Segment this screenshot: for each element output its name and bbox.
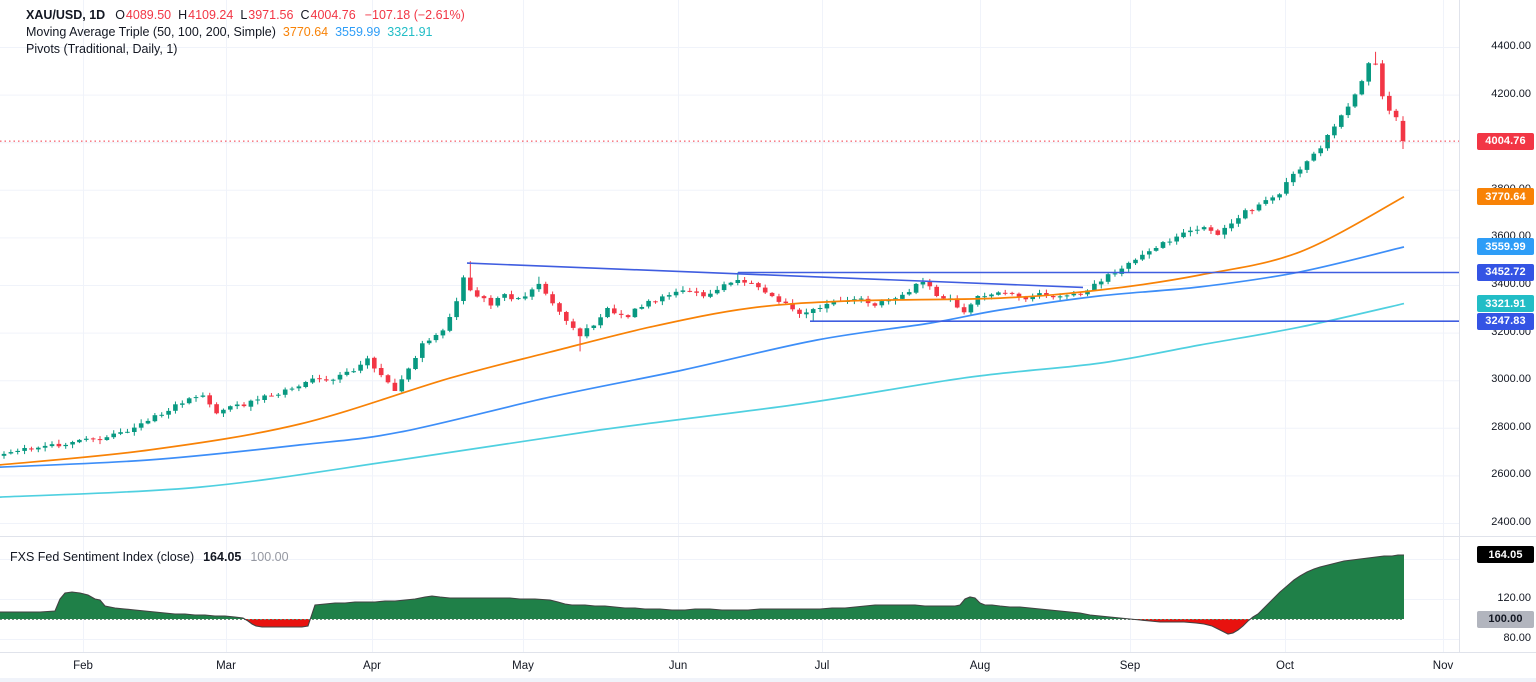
ohlc-values: O4089.50 H4109.24 L3971.56 C4004.76	[115, 8, 363, 22]
pivot-trendline[interactable]	[466, 262, 1084, 289]
ma100-line[interactable]	[0, 246, 1405, 468]
chart-canvas[interactable]	[0, 0, 1459, 652]
ma-values: 3770.64 3559.99 3321.91	[276, 25, 433, 39]
sentiment-value: 164.05	[203, 550, 242, 564]
axis-tick-120.00: 120.00	[1497, 592, 1531, 604]
ma-indicator-label: Moving Average Triple (50, 100, 200, Sim…	[26, 24, 276, 39]
month-label-oct: Oct	[1276, 660, 1294, 672]
axis-tick-2800.00: 2800.00	[1491, 420, 1531, 433]
symbol-title: XAU/USD, 1D	[26, 7, 106, 22]
ohlc-o-value: O4089.50	[115, 7, 172, 22]
time-axis[interactable]: Feb Mar Apr May Jun Jul Aug Sep Oct Nov	[0, 652, 1536, 682]
axis-tick-80.00: 80.00	[1503, 632, 1531, 644]
legend-pivots-row[interactable]: Pivots (Traditional, Daily, 1)	[26, 40, 465, 57]
axis-tick-2400.00: 2400.00	[1491, 516, 1531, 528]
ma100-price-label: 3559.99	[1477, 238, 1534, 256]
month-label-jun: Jun	[668, 660, 688, 672]
ohlc-h-value: H4109.24	[178, 7, 234, 22]
ma-value-0: 3770.64	[282, 24, 329, 39]
month-label-feb: Feb	[73, 660, 93, 672]
legend-ma-row[interactable]: Moving Average Triple (50, 100, 200, Sim…	[26, 23, 465, 40]
legend-symbol-row[interactable]: XAU/USD, 1D O4089.50 H4109.24 L3971.56 C400…	[26, 6, 465, 23]
ma50-price-label: 3770.64	[1477, 188, 1534, 206]
change-value: −107.18 (−2.61%)	[364, 7, 465, 22]
ma50-line[interactable]	[0, 196, 1405, 466]
month-label-may: May	[512, 660, 534, 672]
sentiment-param: 100.00	[250, 550, 289, 564]
month-label-mar: Mar	[216, 660, 236, 672]
month-label-apr: Apr	[363, 660, 381, 672]
ma200-price-label: 3321.91	[1477, 295, 1534, 313]
pivot-r-price-label: 3452.72	[1477, 263, 1534, 281]
month-label-aug: Aug	[969, 660, 991, 672]
bottom-scroll-strip	[0, 678, 1536, 682]
sentiment-value-label: 164.05	[1477, 546, 1534, 564]
sentiment-area-series	[0, 554, 1404, 635]
pane-separator[interactable]	[0, 536, 1536, 537]
axis-tick-4200.00: 4200.00	[1491, 87, 1531, 100]
ohlc-l-value: L3971.56	[240, 7, 294, 22]
pivots-indicator-label: Pivots (Traditional, Daily, 1)	[26, 41, 178, 56]
ma200-line[interactable]	[0, 302, 1405, 498]
ma-value-1: 3559.99	[335, 24, 381, 39]
ohlc-c-value: C4004.76	[300, 7, 356, 22]
axis-tick-4400.00: 4400.00	[1491, 40, 1531, 52]
sentiment-indicator-label: FXS Fed Sentiment Index (close)	[10, 550, 195, 564]
axis-tick-2600.00: 2600.00	[1491, 468, 1531, 481]
sentiment-baseline-label: 100.00	[1477, 610, 1534, 628]
month-label-sep: Sep	[1119, 660, 1141, 672]
ma-value-2: 3321.91	[387, 24, 433, 39]
pivot-s-price-label: 3247.83	[1477, 312, 1534, 330]
candlestick-series-down	[29, 51, 1406, 452]
axis-tick-3400.00: 3400.00	[1491, 278, 1531, 290]
price-axis-border	[1459, 0, 1460, 652]
month-label-nov: Nov	[1432, 660, 1454, 672]
axis-tick-3000.00: 3000.00	[1491, 373, 1531, 386]
gridlines	[0, 0, 1459, 652]
current-price-label: 4004.76	[1477, 132, 1534, 150]
price-axis[interactable]: 4400.004200.004000.003800.003600.003400.…	[1460, 0, 1536, 652]
sentiment-legend[interactable]: FXS Fed Sentiment Index (close) 164.05 1…	[10, 549, 289, 565]
candlestick-series-up	[1, 62, 1371, 459]
chart-legend: XAU/USD, 1D O4089.50 H4109.24 L3971.56 C400…	[26, 6, 465, 57]
month-label-jul: Jul	[814, 660, 830, 672]
